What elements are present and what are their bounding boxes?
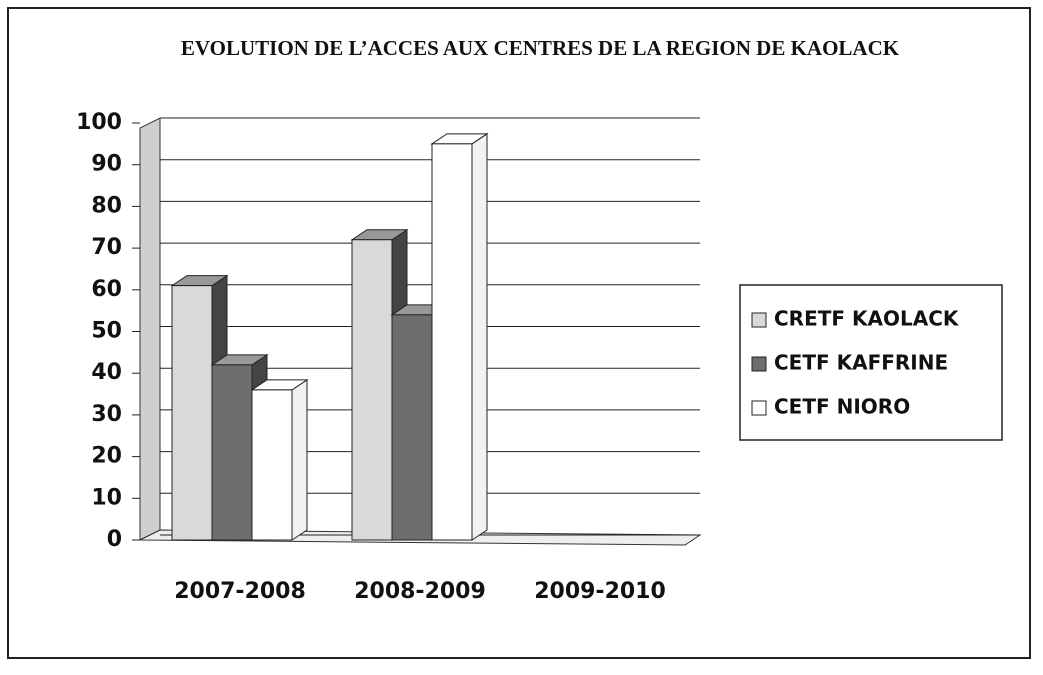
x-tick-label: 2008-2009 <box>354 579 486 604</box>
y-tick-label: 80 <box>91 193 122 218</box>
legend-label: CETF NIORO <box>774 395 910 419</box>
legend-swatch <box>751 312 767 328</box>
x-tick-label: 2009-2010 <box>534 579 666 604</box>
legend-swatch <box>751 356 767 372</box>
x-tick-label: 2007-2008 <box>174 579 306 604</box>
bar <box>351 239 393 541</box>
frame <box>7 7 1031 659</box>
y-tick-label: 50 <box>91 319 122 344</box>
bar-side <box>291 378 308 541</box>
y-tick-label: 0 <box>107 527 122 552</box>
y-tick-label: 60 <box>91 277 122 302</box>
bar <box>251 389 293 541</box>
bar <box>431 143 473 541</box>
legend-swatch <box>751 400 767 416</box>
y-tick-label: 40 <box>91 360 122 385</box>
legend <box>739 284 1003 441</box>
chart-title: EVOLUTION DE L’ACCES AUX CENTRES DE LA R… <box>181 36 900 60</box>
y-tick-label: 10 <box>91 485 122 510</box>
bar <box>391 314 433 541</box>
side-wall <box>139 117 161 541</box>
y-tick-label: 100 <box>76 110 122 135</box>
y-tick-label: 30 <box>91 402 122 427</box>
y-tick-label: 90 <box>91 152 122 177</box>
legend-label: CETF KAFFRINE <box>774 351 948 375</box>
y-tick-label: 70 <box>91 235 122 260</box>
bar-side <box>471 132 488 541</box>
y-tick-label: 20 <box>91 444 122 469</box>
bar <box>211 364 253 541</box>
bar <box>171 285 213 541</box>
legend-label: CRETF KAOLACK <box>774 307 960 331</box>
